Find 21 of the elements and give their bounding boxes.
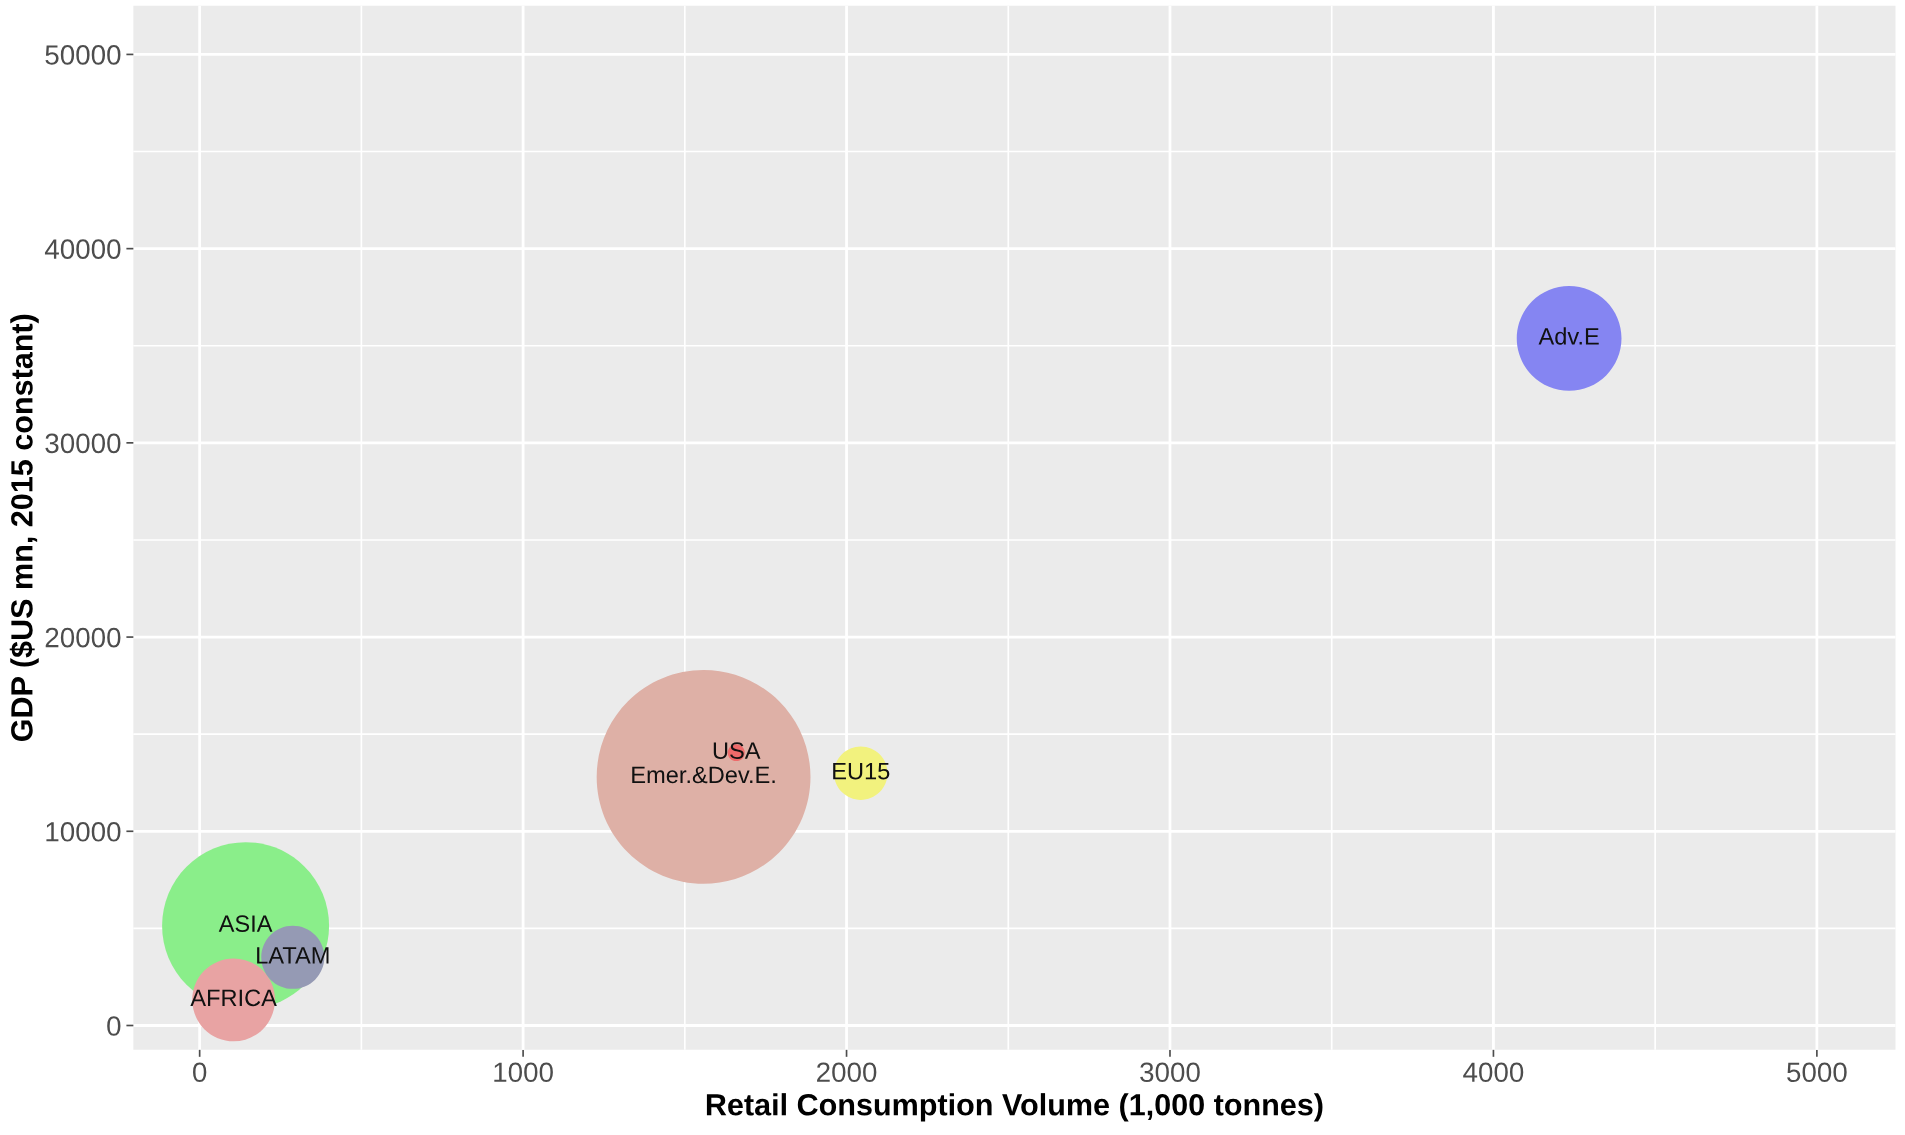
series-label: LATAM <box>257 947 329 964</box>
y-tick-label: 40000 <box>44 239 121 259</box>
x-tick-label: 3000 <box>1140 1062 1200 1083</box>
x-tick-label: 4000 <box>1463 1062 1524 1083</box>
series-label: Emer.&Dev.E. <box>632 766 775 784</box>
series-label: EU15 <box>833 763 890 780</box>
series-label: USA <box>713 742 761 759</box>
y-tick-label: 0 <box>107 1016 121 1036</box>
y-tick-label: 20000 <box>45 627 121 648</box>
x-axis-title: Retail Consumption Volume (1,000 tonnes) <box>706 1093 1323 1122</box>
y-axis-title: GDP ($US mn, 2015 constant) <box>9 314 39 742</box>
y-tick-label: 10000 <box>46 821 121 842</box>
x-tick-label: 5000 <box>1787 1062 1847 1083</box>
x-tick-label: 0 <box>193 1062 207 1083</box>
x-tick-label: 1000 <box>494 1062 553 1083</box>
series-label: AFRICA <box>190 989 277 1007</box>
y-tick-label: 50000 <box>45 45 121 65</box>
series-label: ASIA <box>218 915 273 933</box>
x-tick-label: 2000 <box>817 1062 877 1083</box>
series-label: Adv.E <box>1538 327 1599 345</box>
y-tick-label: 30000 <box>45 433 121 454</box>
